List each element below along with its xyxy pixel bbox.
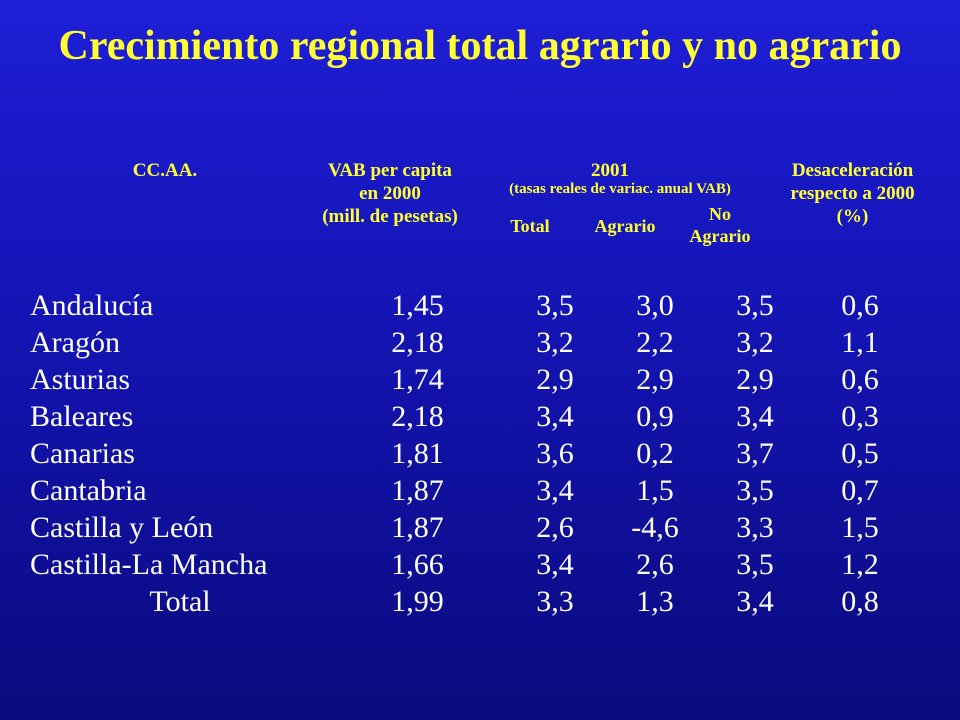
cell-total: 2,9 bbox=[536, 363, 574, 396]
cell-region: Canarias bbox=[30, 437, 135, 470]
cell-total: 3,4 bbox=[536, 400, 574, 433]
cell-no-agrario: 3,4 bbox=[736, 585, 774, 618]
cell-total: 3,4 bbox=[536, 548, 574, 581]
cell-no-agrario: 3,4 bbox=[736, 400, 774, 433]
cell-region: Asturias bbox=[30, 363, 130, 396]
table-row: Aragón 2,18 3,2 2,2 3,2 1,1 bbox=[30, 324, 915, 361]
cell-vab: 1,74 bbox=[391, 363, 444, 396]
cell-desaceleracion: 0,7 bbox=[841, 474, 879, 507]
cell-region: Cantabria bbox=[30, 474, 147, 507]
cell-desaceleracion: 0,5 bbox=[841, 437, 879, 470]
cell-no-agrario: 3,3 bbox=[736, 511, 774, 544]
header-year: 2001 bbox=[591, 160, 629, 181]
table-row: Baleares 2,18 3,4 0,9 3,4 0,3 bbox=[30, 398, 915, 435]
cell-agrario: 1,5 bbox=[636, 474, 674, 507]
cell-total: 3,4 bbox=[536, 474, 574, 507]
table-row: Castilla y León 1,87 2,6 -4,6 3,3 1,5 bbox=[30, 509, 915, 546]
cell-vab: 1,45 bbox=[391, 289, 444, 322]
cell-total: 3,3 bbox=[536, 585, 574, 618]
cell-vab: 1,87 bbox=[391, 474, 444, 507]
cell-desaceleracion: 1,5 bbox=[841, 511, 879, 544]
cell-region: Andalucía bbox=[30, 289, 154, 322]
cell-vab: 1,81 bbox=[391, 437, 444, 470]
cell-desaceleracion: 0,6 bbox=[841, 363, 879, 396]
cell-desaceleracion: 1,2 bbox=[841, 548, 879, 581]
header-agrario: Agrario bbox=[594, 216, 656, 236]
header-region: CC.AA. bbox=[132, 160, 198, 181]
cell-total: 2,6 bbox=[536, 511, 574, 544]
header-vab: VAB per capita en 2000 (mill. de pesetas… bbox=[322, 160, 458, 227]
cell-agrario: 0,2 bbox=[636, 437, 674, 470]
cell-vab: 1,87 bbox=[391, 511, 444, 544]
cell-agrario: 2,9 bbox=[636, 363, 674, 396]
cell-agrario: 1,3 bbox=[636, 585, 674, 618]
page-title: Crecimiento regional total agrario y no … bbox=[58, 23, 902, 69]
header-total: Total bbox=[510, 216, 550, 236]
cell-desaceleracion: 0,6 bbox=[841, 289, 879, 322]
data-table: Andalucía 1,45 3,5 3,0 3,5 0,6 Aragón 2,… bbox=[30, 287, 915, 620]
table-row-total: Total 1,99 3,3 1,3 3,4 0,8 bbox=[30, 583, 915, 620]
cell-vab: 1,99 bbox=[391, 585, 444, 618]
cell-region: Castilla-La Mancha bbox=[30, 548, 268, 581]
cell-vab: 1,66 bbox=[391, 548, 444, 581]
cell-no-agrario: 3,2 bbox=[736, 326, 774, 359]
cell-region: Castilla y León bbox=[30, 511, 214, 544]
cell-no-agrario: 3,7 bbox=[736, 437, 774, 470]
table-row: Andalucía 1,45 3,5 3,0 3,5 0,6 bbox=[30, 287, 915, 324]
cell-desaceleracion: 0,8 bbox=[841, 585, 879, 618]
cell-no-agrario: 3,5 bbox=[736, 474, 774, 507]
cell-desaceleracion: 1,1 bbox=[841, 326, 879, 359]
table-row: Cantabria 1,87 3,4 1,5 3,5 0,7 bbox=[30, 472, 915, 509]
cell-no-agrario: 2,9 bbox=[736, 363, 774, 396]
cell-agrario: -4,6 bbox=[631, 511, 679, 544]
cell-agrario: 3,0 bbox=[636, 289, 674, 322]
cell-region-total: Total bbox=[149, 585, 211, 618]
cell-vab: 2,18 bbox=[391, 400, 444, 433]
cell-total: 3,6 bbox=[536, 437, 574, 470]
cell-total: 3,2 bbox=[536, 326, 574, 359]
cell-agrario: 2,6 bbox=[636, 548, 674, 581]
cell-agrario: 0,9 bbox=[636, 400, 674, 433]
header-desaceleracion: Desaceleración respecto a 2000 (%) bbox=[790, 160, 915, 227]
cell-no-agrario: 3,5 bbox=[736, 548, 774, 581]
cell-agrario: 2,2 bbox=[636, 326, 674, 359]
cell-total: 3,5 bbox=[536, 289, 574, 322]
cell-region: Aragón bbox=[30, 326, 120, 359]
table-row: Asturias 1,74 2,9 2,9 2,9 0,6 bbox=[30, 361, 915, 398]
cell-vab: 2,18 bbox=[391, 326, 444, 359]
table-row: Castilla-La Mancha 1,66 3,4 2,6 3,5 1,2 bbox=[30, 546, 915, 583]
header-year-subtitle: (tasas reales de variac. anual VAB) bbox=[509, 181, 731, 197]
cell-desaceleracion: 0,3 bbox=[841, 400, 879, 433]
table-row: Canarias 1,81 3,6 0,2 3,7 0,5 bbox=[30, 435, 915, 472]
header-no-agrario: No Agrario bbox=[689, 204, 751, 246]
cell-no-agrario: 3,5 bbox=[736, 289, 774, 322]
cell-region: Baleares bbox=[30, 400, 134, 433]
